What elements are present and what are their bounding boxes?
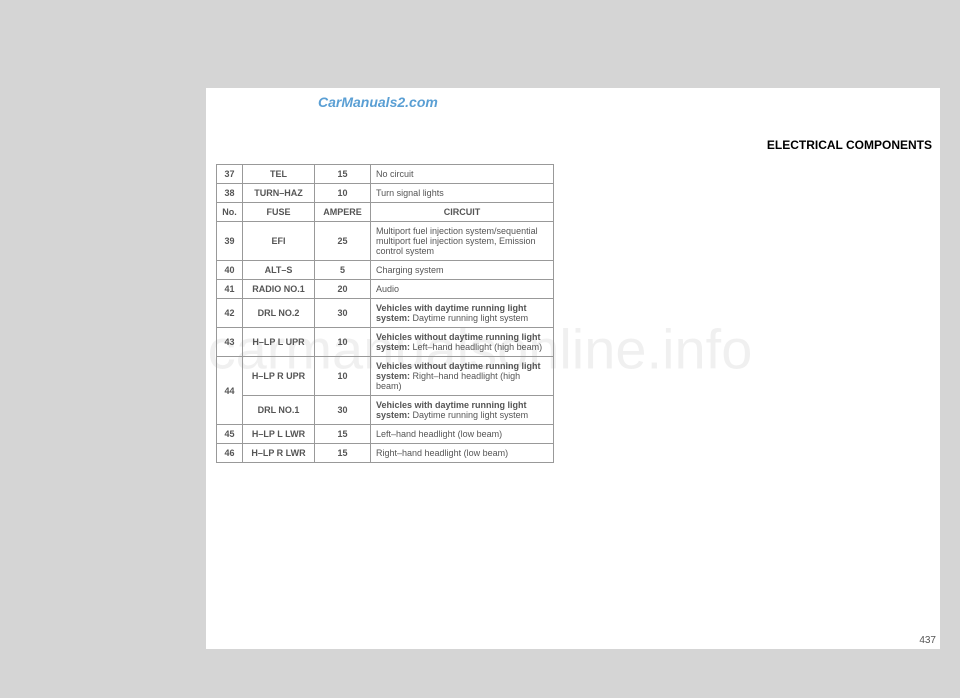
cell-ampere: 10 [315,357,371,396]
cell-circuit: Vehicles with daytime running light syst… [371,299,554,328]
cell-fuse: H–LP R UPR [243,357,315,396]
circuit-rest: Left–hand headlight (high beam) [410,342,542,352]
cell-circuit: Multiport fuel injection system/sequenti… [371,222,554,261]
cell-fuse: H–LP L LWR [243,425,315,444]
cell-circuit: Vehicles without daytime running light s… [371,328,554,357]
table-row: 46 H–LP R LWR 15 Right–hand headlight (l… [217,444,554,463]
cell-ampere: 15 [315,165,371,184]
cell-circuit: Audio [371,280,554,299]
table-row: 40 ALT–S 5 Charging system [217,261,554,280]
circuit-rest: Daytime running light system [410,313,528,323]
cell-no: 41 [217,280,243,299]
table-row: 42 DRL NO.2 30 Vehicles with daytime run… [217,299,554,328]
cell-circuit: Charging system [371,261,554,280]
cell-fuse: DRL NO.1 [243,396,315,425]
table-header-row: No. FUSE AMPERE CIRCUIT [217,203,554,222]
cell-ampere: 15 [315,425,371,444]
page-number: 437 [919,635,936,646]
table-row: 38 TURN–HAZ 10 Turn signal lights [217,184,554,203]
cell-circuit: Vehicles without daytime running light s… [371,357,554,396]
cell-ampere: 10 [315,328,371,357]
cell-ampere: 10 [315,184,371,203]
cell-no: 42 [217,299,243,328]
table-row: 45 H–LP L LWR 15 Left–hand headlight (lo… [217,425,554,444]
cell-circuit: No circuit [371,165,554,184]
cell-circuit: Right–hand headlight (low beam) [371,444,554,463]
cell-no: 46 [217,444,243,463]
header-ampere: AMPERE [315,203,371,222]
cell-no: 37 [217,165,243,184]
section-title: ELECTRICAL COMPONENTS [767,138,932,152]
cell-no: 44 [217,357,243,425]
header-fuse: FUSE [243,203,315,222]
cell-fuse: H–LP R LWR [243,444,315,463]
cell-ampere: 30 [315,396,371,425]
table-row: 44 H–LP R UPR 10 Vehicles without daytim… [217,357,554,396]
cell-ampere: 5 [315,261,371,280]
circuit-rest: Daytime running light system [410,410,528,420]
fuse-table: 37 TEL 15 No circuit 38 TURN–HAZ 10 Turn… [216,164,554,463]
cell-no: 40 [217,261,243,280]
cell-no: 39 [217,222,243,261]
cell-ampere: 30 [315,299,371,328]
cell-fuse: DRL NO.2 [243,299,315,328]
cell-fuse: TURN–HAZ [243,184,315,203]
cell-ampere: 20 [315,280,371,299]
cell-fuse: ALT–S [243,261,315,280]
table-row: 37 TEL 15 No circuit [217,165,554,184]
header-no: No. [217,203,243,222]
cell-no: 38 [217,184,243,203]
cell-no: 43 [217,328,243,357]
cell-circuit: Vehicles with daytime running light syst… [371,396,554,425]
cell-fuse: RADIO NO.1 [243,280,315,299]
cell-ampere: 25 [315,222,371,261]
cell-fuse: EFI [243,222,315,261]
cell-circuit: Turn signal lights [371,184,554,203]
cell-fuse: H–LP L UPR [243,328,315,357]
cell-fuse: TEL [243,165,315,184]
brand-label: CarManuals2.com [318,94,438,110]
table-row: 41 RADIO NO.1 20 Audio [217,280,554,299]
cell-no: 45 [217,425,243,444]
table-row: 43 H–LP L UPR 10 Vehicles without daytim… [217,328,554,357]
header-circuit: CIRCUIT [371,203,554,222]
table-row: 39 EFI 25 Multiport fuel injection syste… [217,222,554,261]
table-row: DRL NO.1 30 Vehicles with daytime runnin… [217,396,554,425]
cell-ampere: 15 [315,444,371,463]
cell-circuit: Left–hand headlight (low beam) [371,425,554,444]
